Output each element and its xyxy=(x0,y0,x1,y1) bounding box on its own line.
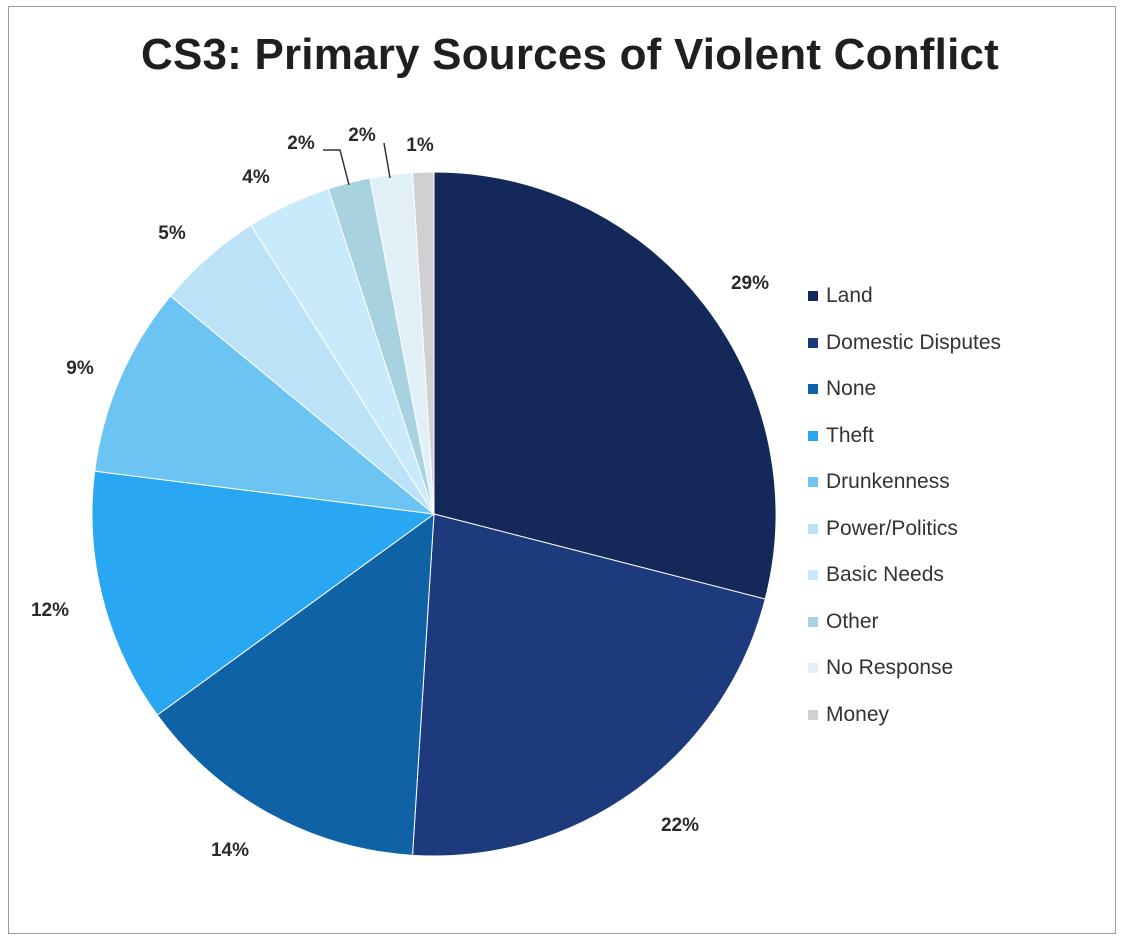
percent-label-domestic-disputes: 22% xyxy=(661,815,699,836)
legend-swatch xyxy=(808,291,818,301)
legend-label: Power/Politics xyxy=(826,516,958,540)
percent-label-theft: 12% xyxy=(31,600,69,621)
legend-swatch xyxy=(808,430,818,441)
chart-title: CS3: Primary Sources of Violent Conflict xyxy=(140,30,1000,79)
legend-label: Other xyxy=(826,609,879,633)
percent-label-other: 2% xyxy=(287,133,315,154)
legend-swatch xyxy=(808,570,818,580)
legend-label: Money xyxy=(826,702,890,726)
legend-swatch xyxy=(808,663,818,673)
percent-labels: 29% 22% 14% 12% 9% 5% 4% 2% 2% 1% xyxy=(31,125,769,861)
legend-swatch xyxy=(808,709,818,720)
leader-line xyxy=(383,142,391,179)
pie-slice-money xyxy=(411,171,435,515)
legend-label: Land xyxy=(826,284,873,307)
legend-label: No Response xyxy=(826,656,954,679)
percent-label-none: 14% xyxy=(211,840,249,861)
percent-label-money: 1% xyxy=(406,135,434,156)
percent-label-land: 29% xyxy=(731,273,769,294)
pie-slice-theft xyxy=(91,470,436,716)
pie-slice-drunkenness xyxy=(94,295,436,515)
legend-label: None xyxy=(826,377,877,400)
legend-label: Domestic Disputes xyxy=(826,330,1002,354)
legend-swatch xyxy=(808,523,818,534)
legend-swatch xyxy=(808,337,818,348)
pie-slice-domestic-disputes xyxy=(411,513,766,857)
leader-line xyxy=(323,149,350,186)
legend-swatch xyxy=(808,477,818,487)
pie-slices xyxy=(91,171,777,857)
legend-label: Theft xyxy=(826,423,874,447)
legend-swatch xyxy=(808,384,818,394)
pie-slice-none xyxy=(156,512,435,856)
leader-lines xyxy=(323,142,391,186)
legend-label: Basic Needs xyxy=(826,563,944,586)
legend-swatch xyxy=(808,616,818,627)
pie-slice-land xyxy=(433,171,777,600)
percent-label-no-response: 2% xyxy=(348,125,376,146)
percent-label-basic-needs: 4% xyxy=(242,167,270,188)
percent-label-drunkenness: 9% xyxy=(66,358,94,379)
percent-label-power-politics: 5% xyxy=(158,223,186,244)
legend-label: Drunkenness xyxy=(826,470,950,493)
